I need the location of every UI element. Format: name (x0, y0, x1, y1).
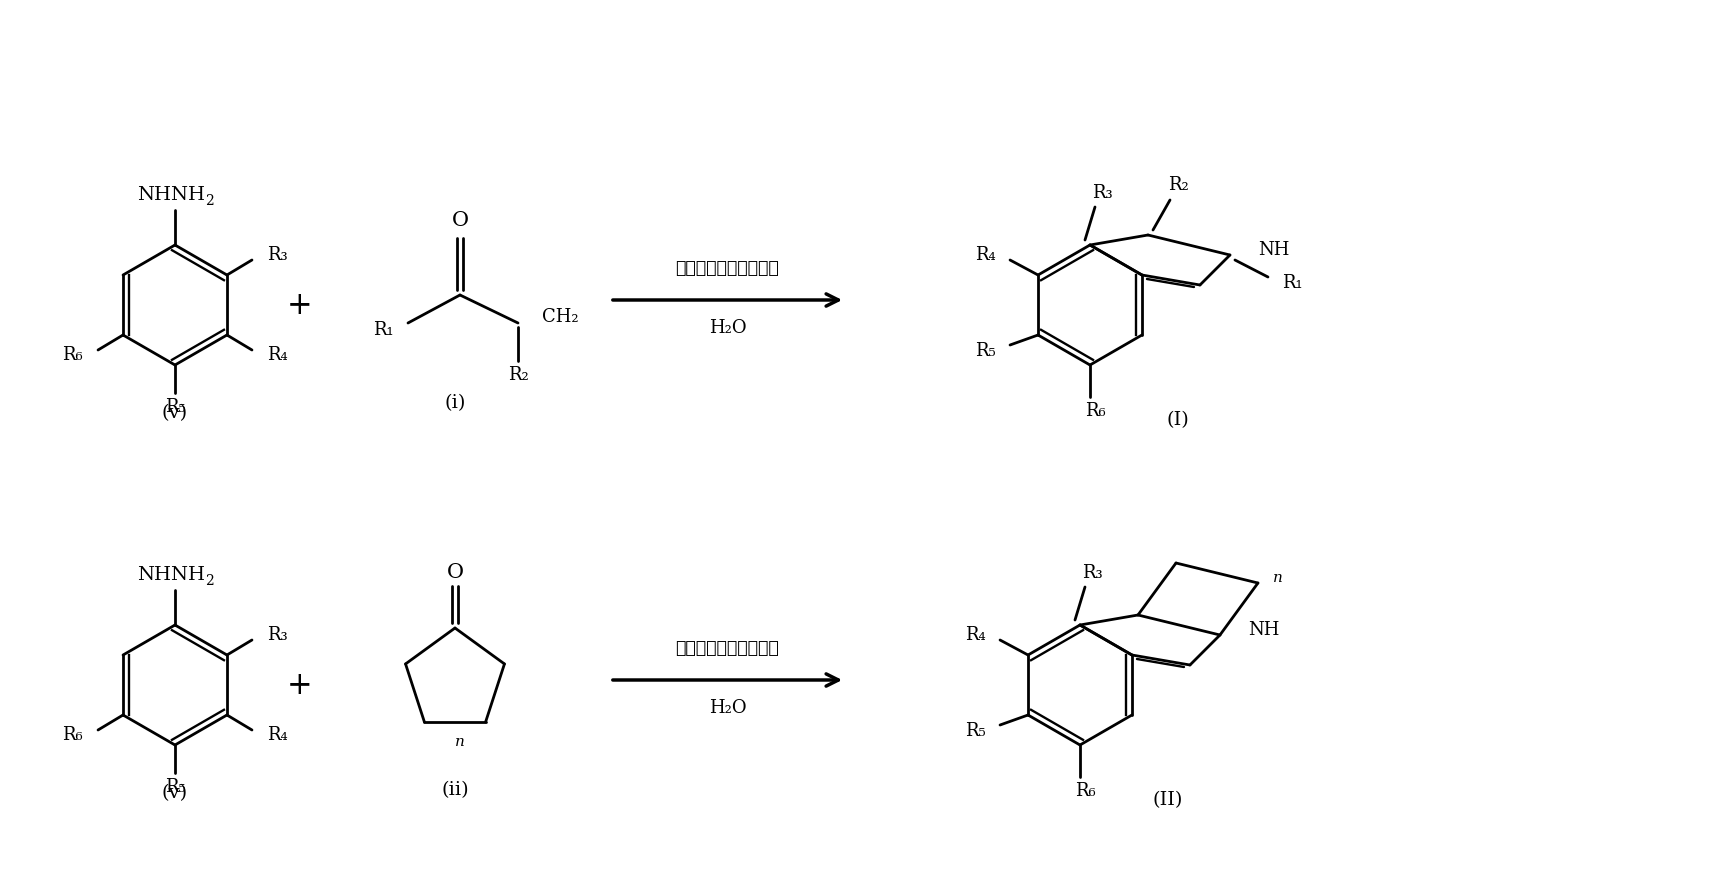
Text: R₃: R₃ (267, 246, 288, 264)
Text: R₆: R₆ (1074, 782, 1095, 800)
Text: R₄: R₄ (267, 346, 288, 364)
Text: R₅: R₅ (975, 342, 995, 360)
Text: (v): (v) (163, 784, 188, 802)
Text: R₆: R₆ (62, 346, 82, 364)
Text: 双磺酸型酸性离子液体: 双磺酸型酸性离子液体 (675, 640, 779, 657)
Text: R₃: R₃ (1091, 184, 1112, 202)
Text: R₂: R₂ (1168, 176, 1189, 194)
Text: R₄: R₄ (975, 246, 995, 264)
Text: n: n (1273, 571, 1283, 585)
Text: H₂O: H₂O (709, 699, 747, 717)
Text: R₁: R₁ (1281, 274, 1302, 292)
Text: O: O (447, 564, 464, 582)
Text: R₂: R₂ (507, 366, 528, 384)
Text: +: + (288, 289, 313, 320)
Text: R₄: R₄ (966, 626, 987, 644)
Text: R₃: R₃ (267, 626, 288, 644)
Text: R₅: R₅ (164, 398, 185, 416)
Text: O: O (452, 212, 468, 230)
Text: R₆: R₆ (62, 726, 82, 744)
Text: R₅: R₅ (966, 722, 987, 740)
Text: +: + (288, 669, 313, 701)
Text: (v): (v) (163, 404, 188, 422)
Text: 双磺酸型酸性离子液体: 双磺酸型酸性离子液体 (675, 259, 779, 276)
Text: NHNH: NHNH (137, 566, 206, 584)
Text: R₄: R₄ (267, 726, 288, 744)
Text: (ii): (ii) (442, 781, 469, 799)
Text: R₆: R₆ (1084, 402, 1105, 420)
Text: (I): (I) (1167, 411, 1189, 429)
Text: R₅: R₅ (164, 778, 185, 796)
Text: NH: NH (1249, 621, 1280, 639)
Text: 2: 2 (204, 194, 214, 208)
Text: (II): (II) (1153, 791, 1184, 809)
Text: R₃: R₃ (1081, 564, 1101, 582)
Text: NHNH: NHNH (137, 186, 206, 204)
Text: R₁: R₁ (373, 321, 394, 339)
Text: 2: 2 (204, 574, 214, 588)
Text: NH: NH (1257, 241, 1290, 259)
Text: n: n (456, 735, 464, 749)
Text: CH₂: CH₂ (541, 308, 579, 326)
Text: H₂O: H₂O (709, 319, 747, 337)
Text: (i): (i) (444, 394, 466, 412)
